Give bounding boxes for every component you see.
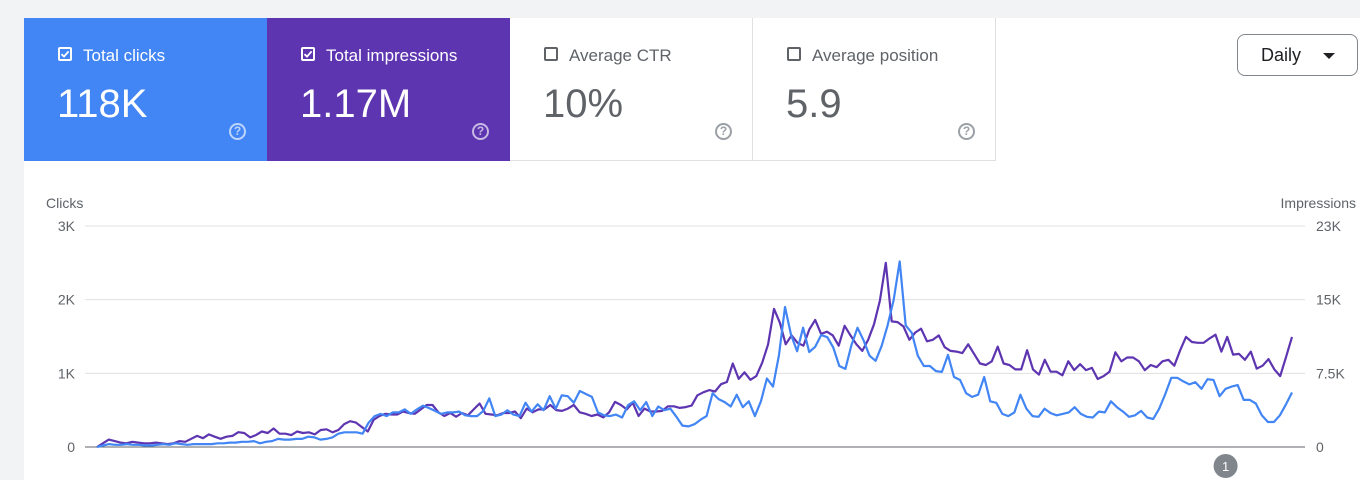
- y-axis-left-title: Clicks: [46, 195, 83, 211]
- metric-card-total-clicks[interactable]: Total clicks 118K ?: [24, 18, 267, 161]
- y-tick-left: 0: [67, 439, 75, 455]
- y-tick-left: 1K: [58, 365, 76, 381]
- series-line-clicks: [96, 260, 1293, 449]
- y-tick-right: 7.5K: [1316, 365, 1345, 381]
- series-layer: [96, 260, 1294, 449]
- y-axis-left-ticks: 0 1K 2K 3K: [58, 218, 76, 455]
- y-tick-right: 0: [1316, 439, 1324, 455]
- metric-label: Total impressions: [326, 46, 458, 65]
- checkbox-checked-icon[interactable]: [301, 47, 315, 61]
- caret-down-icon: [1323, 53, 1335, 59]
- granularity-dropdown[interactable]: Daily: [1237, 34, 1358, 76]
- annotation-label: 1: [1222, 459, 1229, 474]
- y-tick-right: 15K: [1316, 292, 1342, 308]
- metric-label: Total clicks: [83, 46, 166, 65]
- help-icon[interactable]: ?: [958, 123, 975, 140]
- metric-value: 5.9: [786, 82, 842, 126]
- y-tick-right: 23K: [1316, 218, 1342, 234]
- checkbox-checked-icon[interactable]: [58, 47, 72, 61]
- metric-card-total-impressions[interactable]: Total impressions 1.17M ?: [267, 18, 510, 161]
- metric-card-average-ctr[interactable]: Average CTR 10% ?: [510, 18, 753, 161]
- y-tick-left: 3K: [58, 218, 76, 234]
- checkbox-unchecked-icon[interactable]: [787, 47, 801, 61]
- metric-card-average-position[interactable]: Average position 5.9 ?: [753, 18, 996, 161]
- help-icon[interactable]: ?: [715, 123, 732, 140]
- series-line-impressions: [96, 261, 1294, 448]
- y-axis-right-title: Impressions: [1281, 195, 1356, 211]
- checkbox-unchecked-icon[interactable]: [544, 47, 558, 61]
- metric-value: 1.17M: [300, 82, 412, 126]
- annotation-marker[interactable]: 1: [1213, 454, 1238, 478]
- help-icon[interactable]: ?: [472, 123, 489, 140]
- y-tick-left: 2K: [58, 292, 76, 308]
- metric-label: Average position: [812, 46, 939, 65]
- annotation-circle[interactable]: [1213, 454, 1238, 478]
- y-axis-right-ticks: 0 7.5K 15K 23K: [1316, 218, 1345, 455]
- grid-lines: [85, 225, 1305, 448]
- metric-value: 118K: [57, 82, 148, 126]
- help-icon[interactable]: ?: [229, 123, 246, 140]
- granularity-selected: Daily: [1261, 45, 1302, 65]
- metric-value: 10%: [543, 82, 624, 126]
- metric-label: Average CTR: [569, 46, 672, 65]
